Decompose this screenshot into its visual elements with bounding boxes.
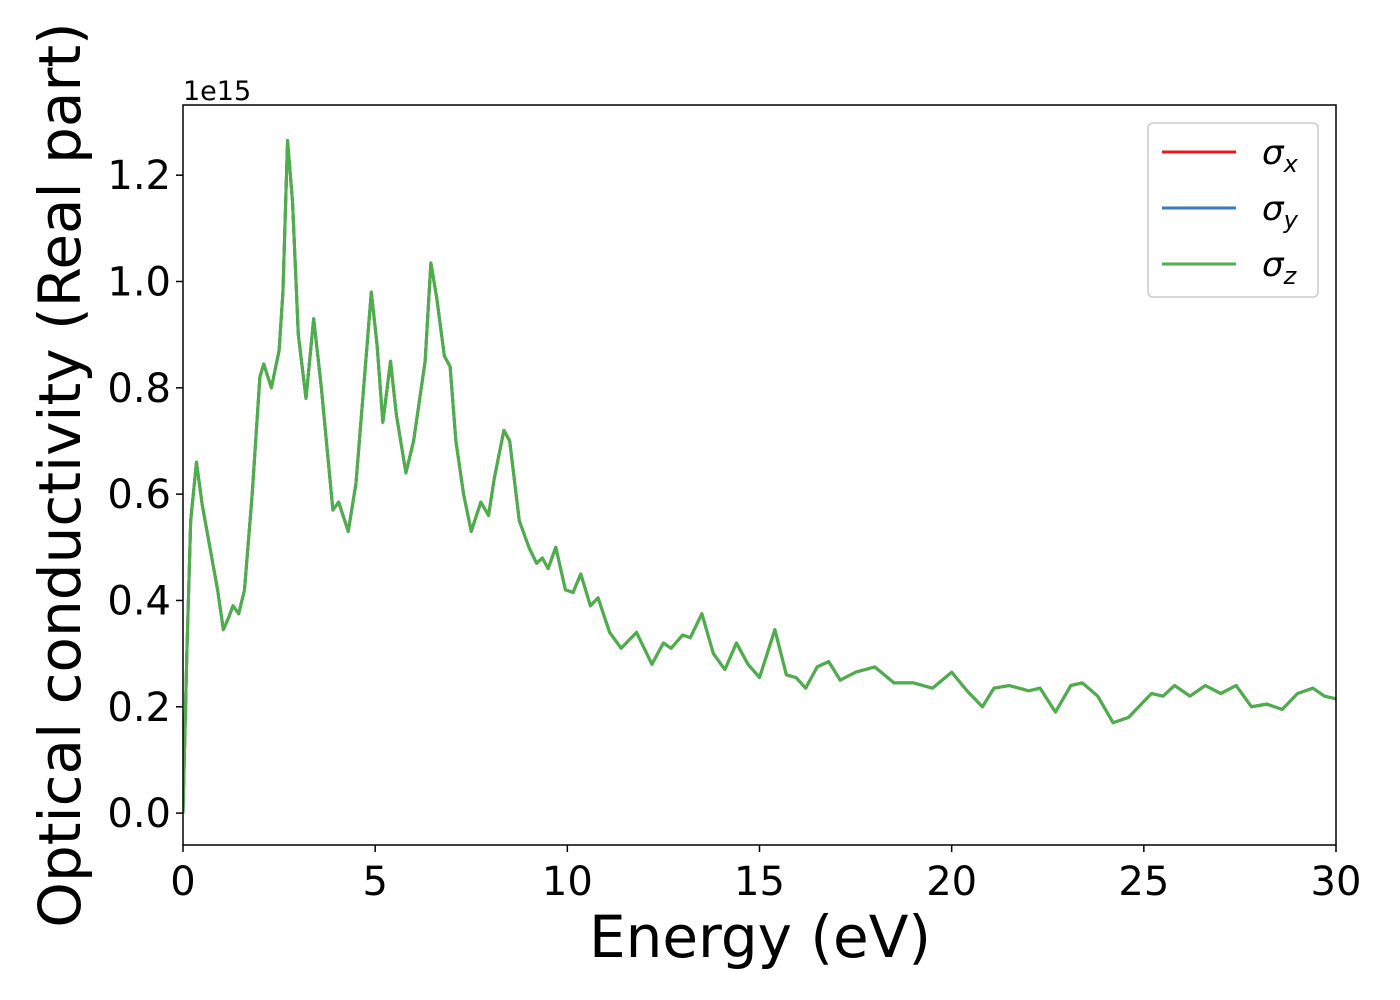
x-tick-label: 30	[1311, 859, 1362, 905]
y-tick-label: 0.4	[107, 578, 171, 624]
legend-label: σz	[1262, 245, 1298, 290]
y-offset-label: 1e15	[183, 76, 251, 107]
legend-label: σy	[1262, 189, 1299, 234]
x-tick-label: 5	[362, 859, 387, 905]
y-tick-label: 1.0	[107, 259, 171, 305]
x-tick-label: 10	[542, 859, 593, 905]
x-tick-label: 15	[734, 859, 785, 905]
legend-label: σx	[1262, 133, 1299, 178]
legend-box	[1147, 122, 1319, 298]
x-tick-label: 0	[170, 859, 195, 905]
x-tick-label: 25	[1118, 859, 1169, 905]
y-tick-label: 0.2	[107, 685, 171, 731]
y-tick-label: 0.8	[107, 366, 171, 412]
y-tick-label: 0.6	[107, 472, 171, 518]
x-tick-label: 20	[926, 859, 977, 905]
x-axis-label: Energy (eV)	[589, 903, 931, 971]
y-tick-label: 0.0	[107, 791, 171, 837]
y-tick-label: 1.2	[107, 153, 171, 199]
line-series	[183, 139, 1336, 814]
plot-frame	[182, 104, 1337, 846]
y-axis-label: Optical conductivity (Real part)	[26, 22, 94, 927]
